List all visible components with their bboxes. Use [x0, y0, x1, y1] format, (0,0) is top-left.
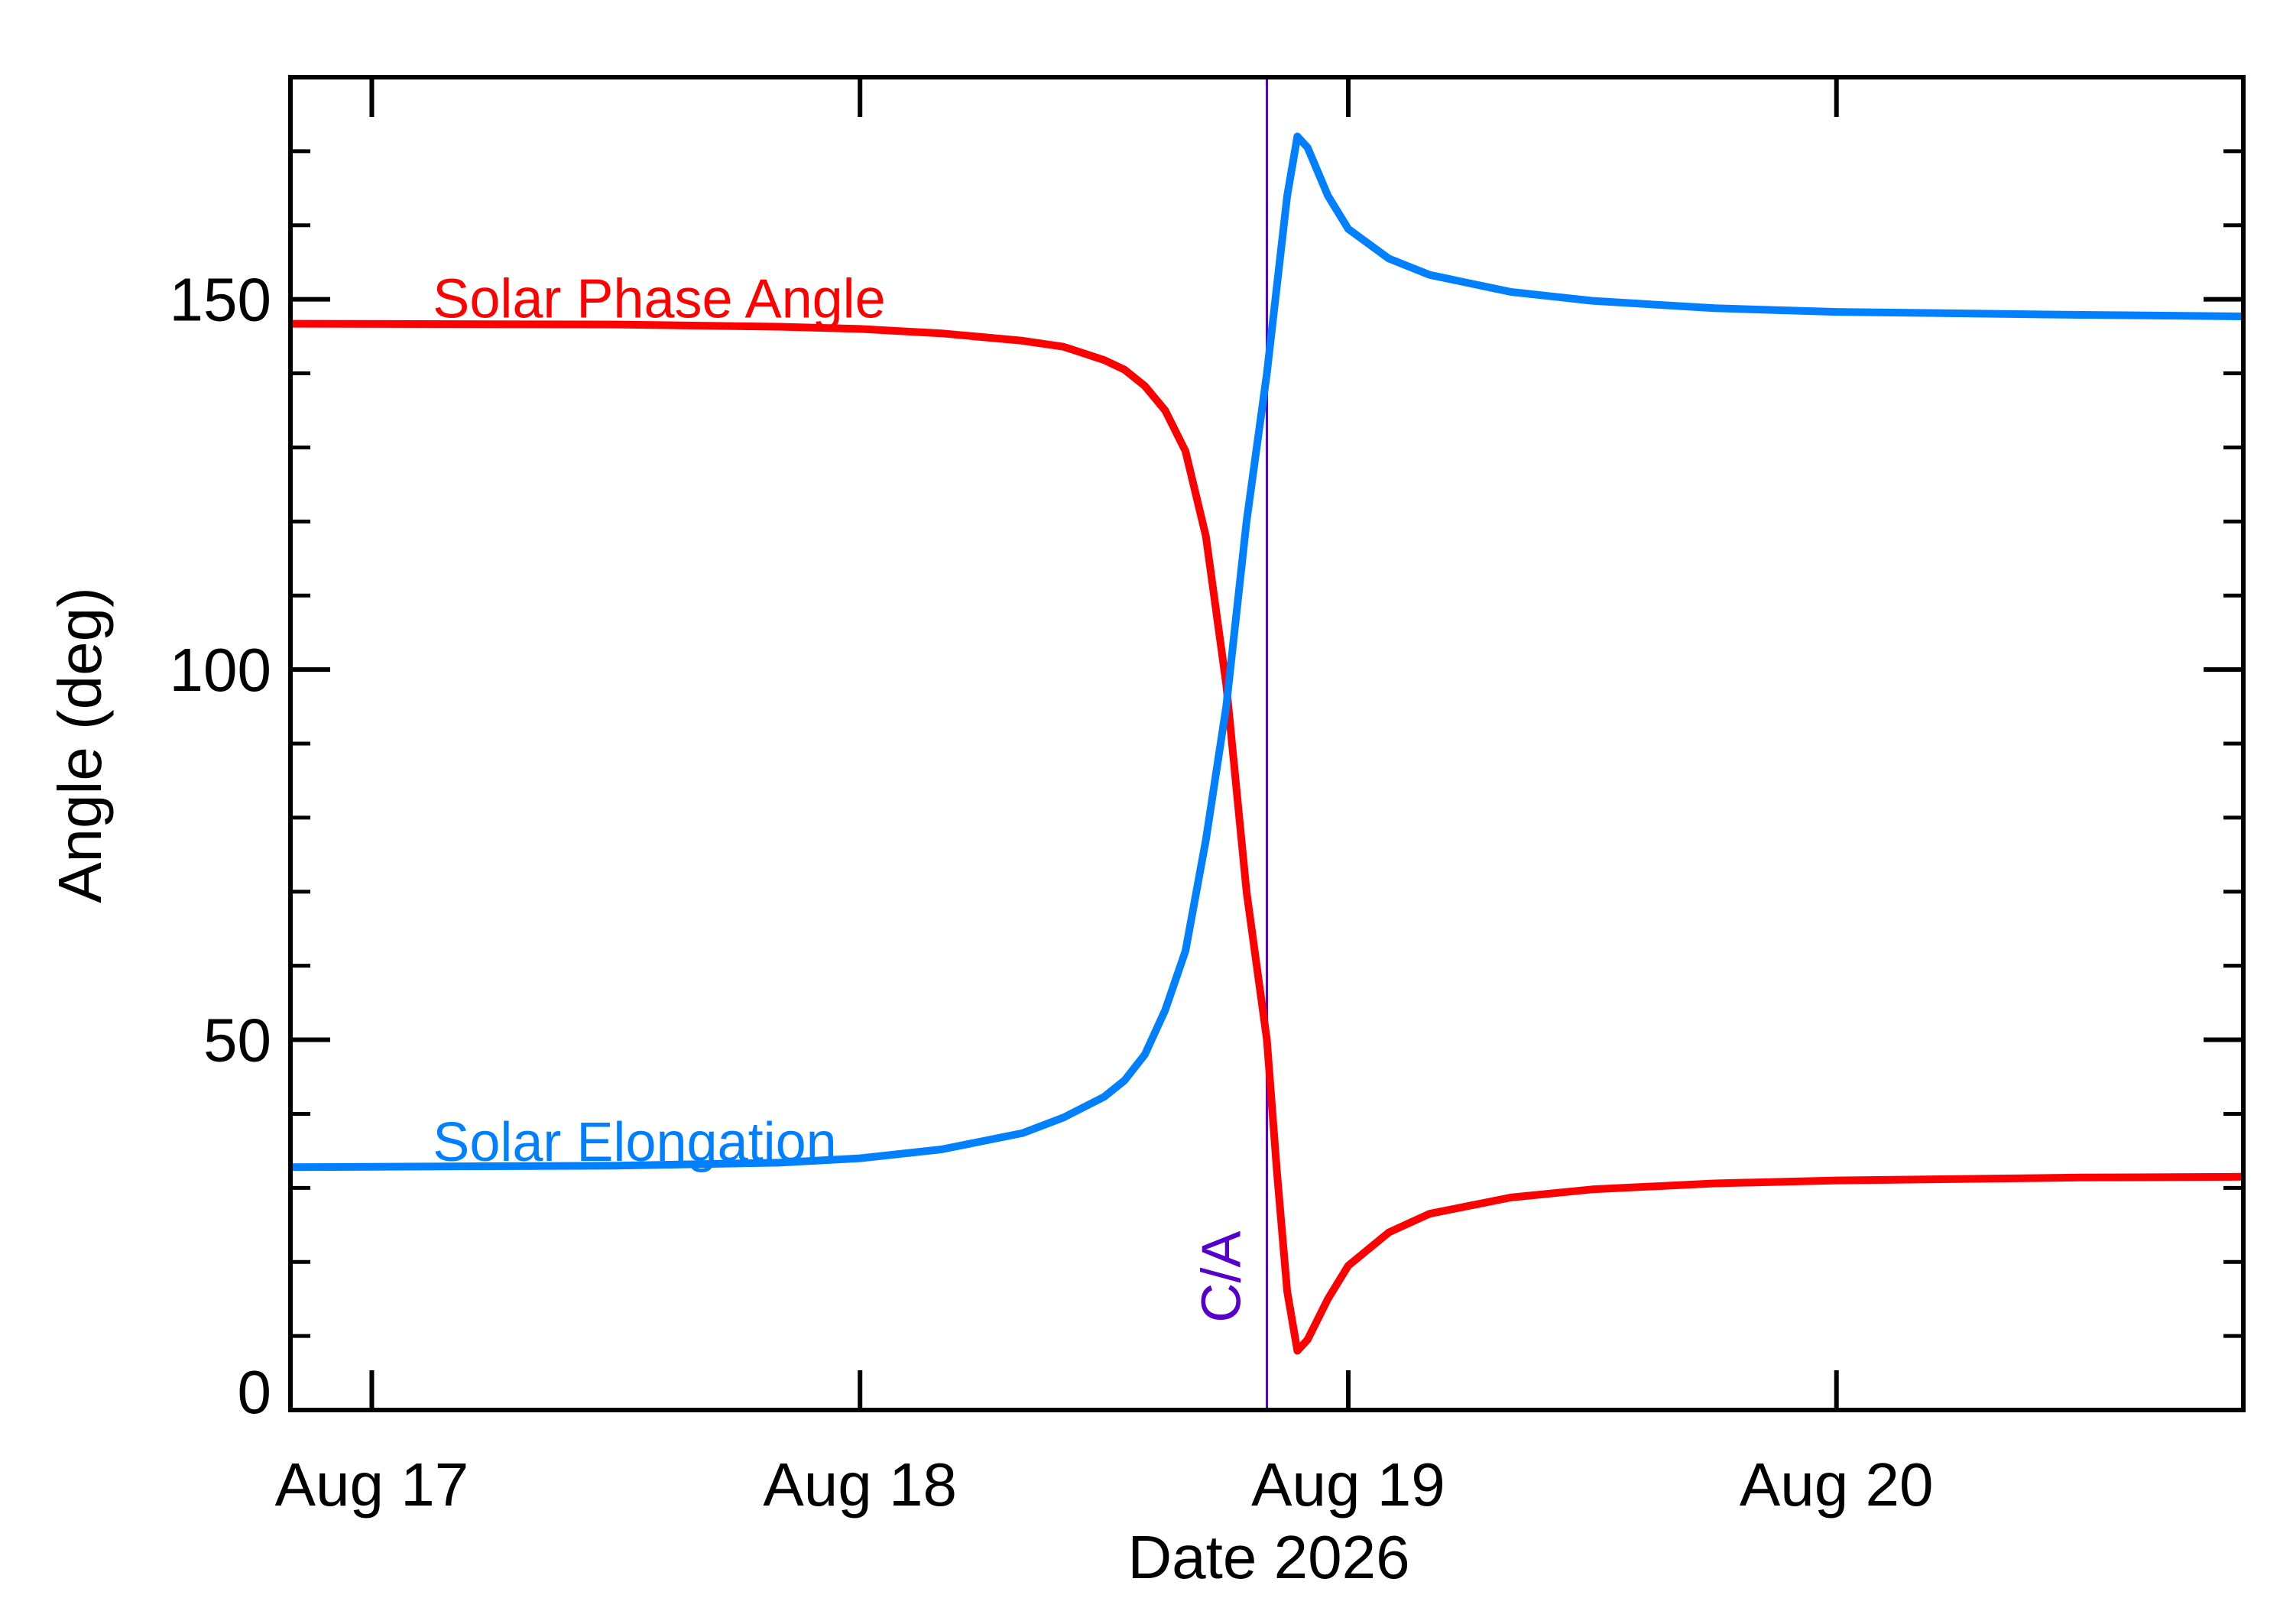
x-axis-ticks: [369, 77, 1839, 1410]
solar-phase-angle-label: Solar Phase Angle: [433, 269, 885, 330]
plot-frame: [288, 75, 2246, 1412]
y-tick-label: 100: [170, 636, 271, 704]
closest-approach-label: C/A: [1192, 1231, 1253, 1323]
solar-phase-angle-line: [290, 319, 2244, 1355]
solar-elongation-line: [290, 132, 2244, 1172]
x-axis-title: Date 2026: [1127, 1523, 1409, 1591]
x-tick-label: Aug 17: [275, 1451, 469, 1519]
y-axis-ticks: [290, 75, 2243, 1412]
x-tick-label: Aug 19: [1251, 1451, 1445, 1519]
x-tick-label: Aug 20: [1740, 1451, 1934, 1519]
y-tick-label: 150: [170, 266, 271, 334]
y-tick-label: 0: [238, 1358, 272, 1426]
x-tick-label: Aug 18: [763, 1451, 957, 1519]
x-axis-tick-labels: Aug 17 Aug 18 Aug 19 Aug 20: [275, 1451, 1934, 1519]
solar-elongation-label: Solar Elongation: [433, 1112, 836, 1173]
y-axis-tick-labels: 0 50 100 150: [170, 266, 271, 1426]
y-tick-label: 50: [203, 1006, 271, 1075]
y-axis-title: Angle (deg): [46, 587, 114, 903]
